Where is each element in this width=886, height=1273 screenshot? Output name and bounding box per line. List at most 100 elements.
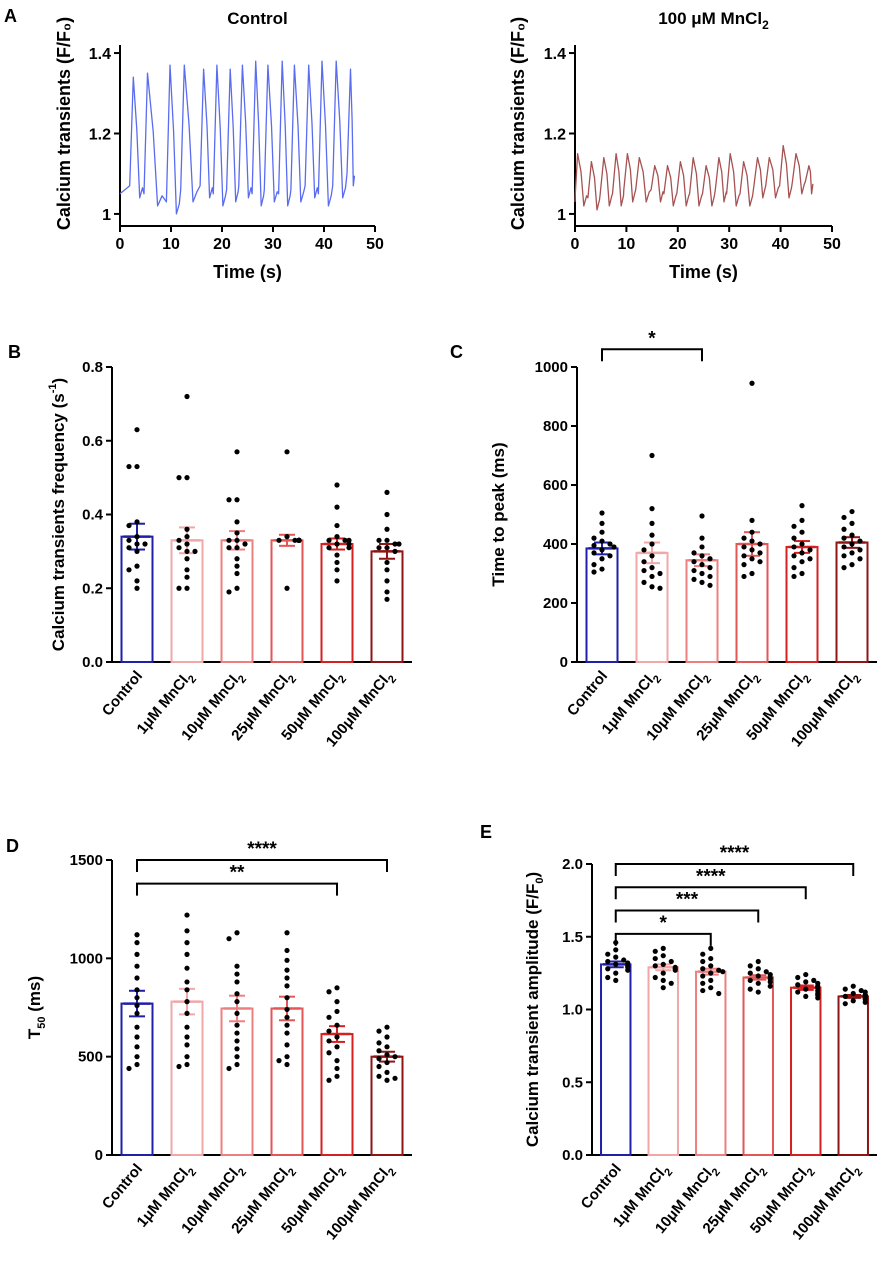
data-point — [699, 579, 705, 585]
data-point — [716, 990, 722, 997]
data-point — [276, 537, 282, 543]
data-point — [234, 1054, 240, 1060]
significance-bracket-0 — [601, 348, 703, 362]
significance-label-3: * — [660, 913, 668, 934]
data-point — [284, 1014, 290, 1020]
trace-title: 100 μM MnCl2 — [658, 9, 769, 32]
bar-4 — [790, 986, 822, 1156]
data-point — [708, 970, 714, 976]
data-point — [660, 977, 666, 984]
y-axis-title-text: Calcium transients frequency (s — [49, 393, 68, 651]
data-point — [184, 1042, 190, 1048]
data-point — [284, 967, 290, 973]
y-axis-title: T50 (ms) — [25, 976, 48, 1039]
x-tick-label: 50 — [823, 236, 841, 253]
y-tick-label: 500 — [78, 1049, 103, 1066]
data-point — [803, 979, 809, 985]
data-point — [134, 1002, 140, 1009]
data-point — [741, 553, 747, 559]
significance-bracket-0 — [136, 859, 388, 872]
data-point — [791, 523, 797, 529]
data-point — [599, 566, 605, 572]
x-tick-label: 0 — [116, 236, 125, 253]
data-point — [334, 1058, 340, 1064]
category-label-text: Control — [564, 668, 611, 720]
data-point — [757, 559, 763, 565]
data-point — [699, 570, 705, 577]
panel-letter-b: B — [8, 342, 21, 362]
data-point — [691, 550, 697, 556]
data-point — [757, 541, 763, 547]
y-axis-title-text: T — [25, 1028, 44, 1039]
data-point — [652, 974, 658, 981]
data-point — [858, 987, 864, 994]
panel-letter-e: E — [480, 822, 492, 842]
data-point — [708, 945, 714, 951]
data-point — [605, 958, 611, 965]
data-point — [184, 951, 190, 958]
data-point — [226, 497, 232, 503]
y-tick-label: 1.0 — [562, 1002, 583, 1019]
data-point — [284, 983, 290, 989]
data-point — [326, 537, 332, 543]
data-point — [841, 535, 847, 541]
data-point — [184, 541, 190, 547]
x-tick-label: 20 — [213, 236, 231, 253]
y-tick-label: 0 — [95, 1147, 103, 1164]
data-point — [234, 963, 240, 969]
data-point — [641, 559, 647, 565]
data-point — [326, 545, 332, 551]
data-point — [384, 1024, 390, 1030]
data-point — [284, 1006, 290, 1013]
y-tick-label: 0.6 — [82, 433, 103, 450]
data-point — [849, 508, 855, 515]
bar-3 — [742, 976, 774, 1156]
y-tick-label: 800 — [543, 418, 568, 435]
trace-title-subscript: 2 — [762, 18, 769, 32]
data-point — [234, 570, 240, 577]
data-point — [134, 563, 140, 569]
data-point — [660, 953, 666, 959]
data-point — [384, 1034, 390, 1040]
data-point — [749, 547, 755, 553]
data-point — [591, 569, 597, 575]
data-point — [807, 547, 813, 553]
data-point — [791, 535, 797, 541]
data-point — [234, 585, 240, 591]
data-point — [284, 947, 290, 954]
data-point — [811, 977, 817, 984]
y-axis-title-end: (ms) — [25, 976, 44, 1017]
data-point — [741, 573, 747, 580]
bar-1 — [647, 966, 679, 1156]
data-point — [284, 930, 290, 936]
data-point — [234, 537, 240, 543]
significance-bracket-1 — [614, 886, 807, 900]
data-point — [755, 958, 761, 965]
data-point — [591, 542, 597, 549]
y-tick-label: 0 — [560, 654, 568, 671]
data-point — [791, 553, 797, 559]
data-point — [234, 979, 240, 985]
data-point — [126, 463, 132, 470]
data-point — [699, 513, 705, 519]
data-point — [849, 541, 855, 547]
x-tick-label: 10 — [162, 236, 180, 253]
data-point — [234, 497, 240, 503]
data-point — [234, 999, 240, 1005]
significance-label-1: ** — [230, 863, 245, 884]
data-point — [842, 993, 848, 1000]
data-point — [384, 1059, 390, 1066]
data-point — [334, 534, 340, 540]
x-axis-title: Time (s) — [669, 262, 738, 282]
data-point — [234, 1038, 240, 1044]
y-tick-label: 200 — [543, 595, 568, 612]
data-point — [842, 986, 848, 992]
data-point — [334, 567, 340, 573]
data-point — [841, 526, 847, 532]
bar-chart-amplitude: 0.0 0.5 1.0 1.5 2.0 Calcium transient amplitu… — [523, 843, 877, 1243]
bar-3 — [270, 1007, 304, 1156]
data-point — [755, 980, 761, 986]
bar-5 — [837, 995, 869, 1157]
data-point — [707, 556, 713, 562]
data-point — [799, 550, 805, 556]
